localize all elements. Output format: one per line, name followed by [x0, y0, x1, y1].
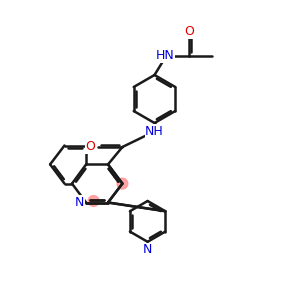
Text: NH: NH [145, 125, 164, 138]
Circle shape [117, 178, 128, 189]
Text: N: N [143, 243, 152, 256]
Text: O: O [184, 25, 194, 38]
Text: HN: HN [156, 49, 174, 62]
Text: N: N [75, 196, 85, 209]
Text: N: N [75, 196, 85, 209]
Text: O: O [85, 140, 95, 154]
Circle shape [88, 196, 99, 206]
